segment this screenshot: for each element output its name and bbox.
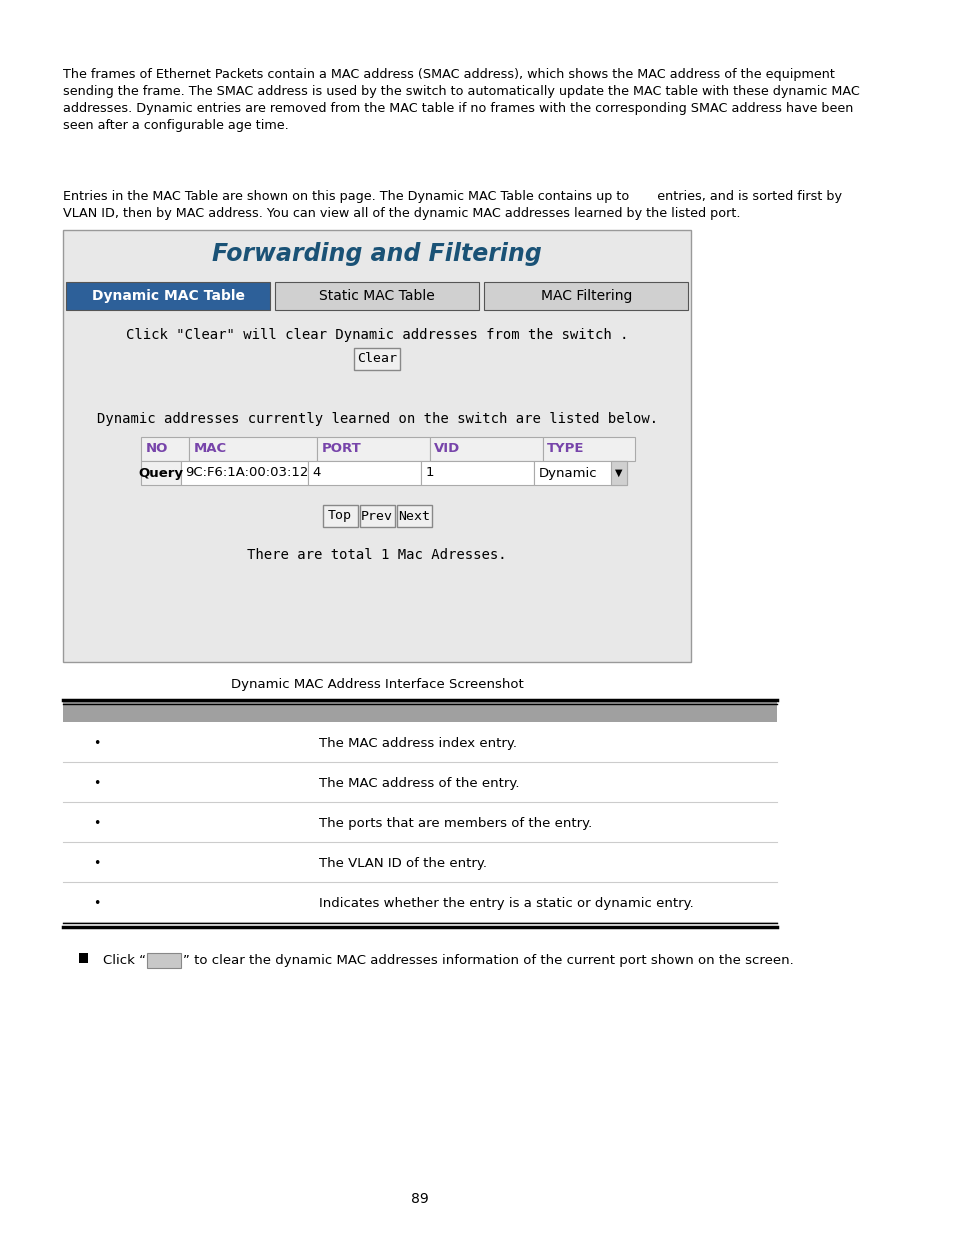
Text: •: • bbox=[93, 737, 100, 751]
Bar bbox=[322, 505, 357, 527]
Text: Click “: Click “ bbox=[103, 953, 146, 967]
Text: TYPE: TYPE bbox=[547, 442, 584, 456]
Bar bbox=[141, 437, 190, 461]
Text: Next: Next bbox=[397, 510, 430, 522]
Bar bbox=[180, 461, 308, 485]
Bar bbox=[359, 505, 395, 527]
Text: ” to clear the dynamic MAC addresses information of the current port shown on th: ” to clear the dynamic MAC addresses inf… bbox=[183, 953, 793, 967]
Text: NO: NO bbox=[145, 442, 168, 456]
Text: 89: 89 bbox=[411, 1192, 429, 1207]
Text: Dynamic MAC Address Interface Screenshot: Dynamic MAC Address Interface Screenshot bbox=[231, 678, 523, 692]
Bar bbox=[610, 461, 626, 485]
Text: The ports that are members of the entry.: The ports that are members of the entry. bbox=[318, 818, 592, 830]
Text: 1: 1 bbox=[425, 467, 434, 479]
Bar bbox=[66, 282, 270, 310]
Text: Indicates whether the entry is a static or dynamic entry.: Indicates whether the entry is a static … bbox=[318, 898, 693, 910]
Text: •: • bbox=[93, 857, 100, 871]
Bar bbox=[430, 437, 542, 461]
Bar bbox=[141, 461, 180, 485]
Text: Top: Top bbox=[328, 510, 352, 522]
Bar bbox=[354, 348, 399, 370]
Bar bbox=[317, 437, 430, 461]
Text: •: • bbox=[93, 898, 100, 910]
Text: VID: VID bbox=[434, 442, 460, 456]
Bar bbox=[64, 700, 777, 722]
Text: MAC Filtering: MAC Filtering bbox=[540, 289, 631, 303]
Text: Forwarding and Filtering: Forwarding and Filtering bbox=[213, 242, 541, 266]
Text: •: • bbox=[93, 818, 100, 830]
Text: PORT: PORT bbox=[321, 442, 361, 456]
Bar bbox=[534, 461, 626, 485]
Text: The VLAN ID of the entry.: The VLAN ID of the entry. bbox=[318, 857, 486, 871]
Text: There are total 1 Mac Adresses.: There are total 1 Mac Adresses. bbox=[247, 548, 506, 562]
Text: Entries in the MAC Table are shown on this page. The Dynamic MAC Table contains : Entries in the MAC Table are shown on th… bbox=[64, 190, 841, 220]
Text: Static MAC Table: Static MAC Table bbox=[319, 289, 435, 303]
Bar bbox=[421, 461, 534, 485]
Bar bbox=[308, 461, 421, 485]
Text: Clear: Clear bbox=[356, 352, 396, 366]
Text: •: • bbox=[93, 778, 100, 790]
Text: The MAC address of the entry.: The MAC address of the entry. bbox=[318, 778, 519, 790]
Bar bbox=[190, 437, 317, 461]
Text: Dynamic: Dynamic bbox=[537, 467, 597, 479]
Bar bbox=[79, 953, 88, 963]
Bar bbox=[396, 505, 432, 527]
Text: ▼: ▼ bbox=[615, 468, 621, 478]
Text: Prev: Prev bbox=[361, 510, 393, 522]
Text: Query: Query bbox=[138, 467, 183, 479]
Text: Dynamic addresses currently learned on the switch are listed below.: Dynamic addresses currently learned on t… bbox=[96, 412, 657, 426]
Text: 9C:F6:1A:00:03:12: 9C:F6:1A:00:03:12 bbox=[185, 467, 308, 479]
Text: The frames of Ethernet Packets contain a MAC address (SMAC address), which shows: The frames of Ethernet Packets contain a… bbox=[64, 68, 860, 132]
Bar bbox=[542, 437, 635, 461]
Bar bbox=[484, 282, 687, 310]
Bar bbox=[64, 230, 690, 662]
Text: 4: 4 bbox=[313, 467, 321, 479]
Bar bbox=[275, 282, 478, 310]
Bar bbox=[147, 953, 180, 968]
Text: The MAC address index entry.: The MAC address index entry. bbox=[318, 737, 517, 751]
Text: Click "Clear" will clear Dynamic addresses from the switch .: Click "Clear" will clear Dynamic address… bbox=[126, 329, 628, 342]
Text: Dynamic MAC Table: Dynamic MAC Table bbox=[91, 289, 244, 303]
Text: MAC: MAC bbox=[193, 442, 227, 456]
